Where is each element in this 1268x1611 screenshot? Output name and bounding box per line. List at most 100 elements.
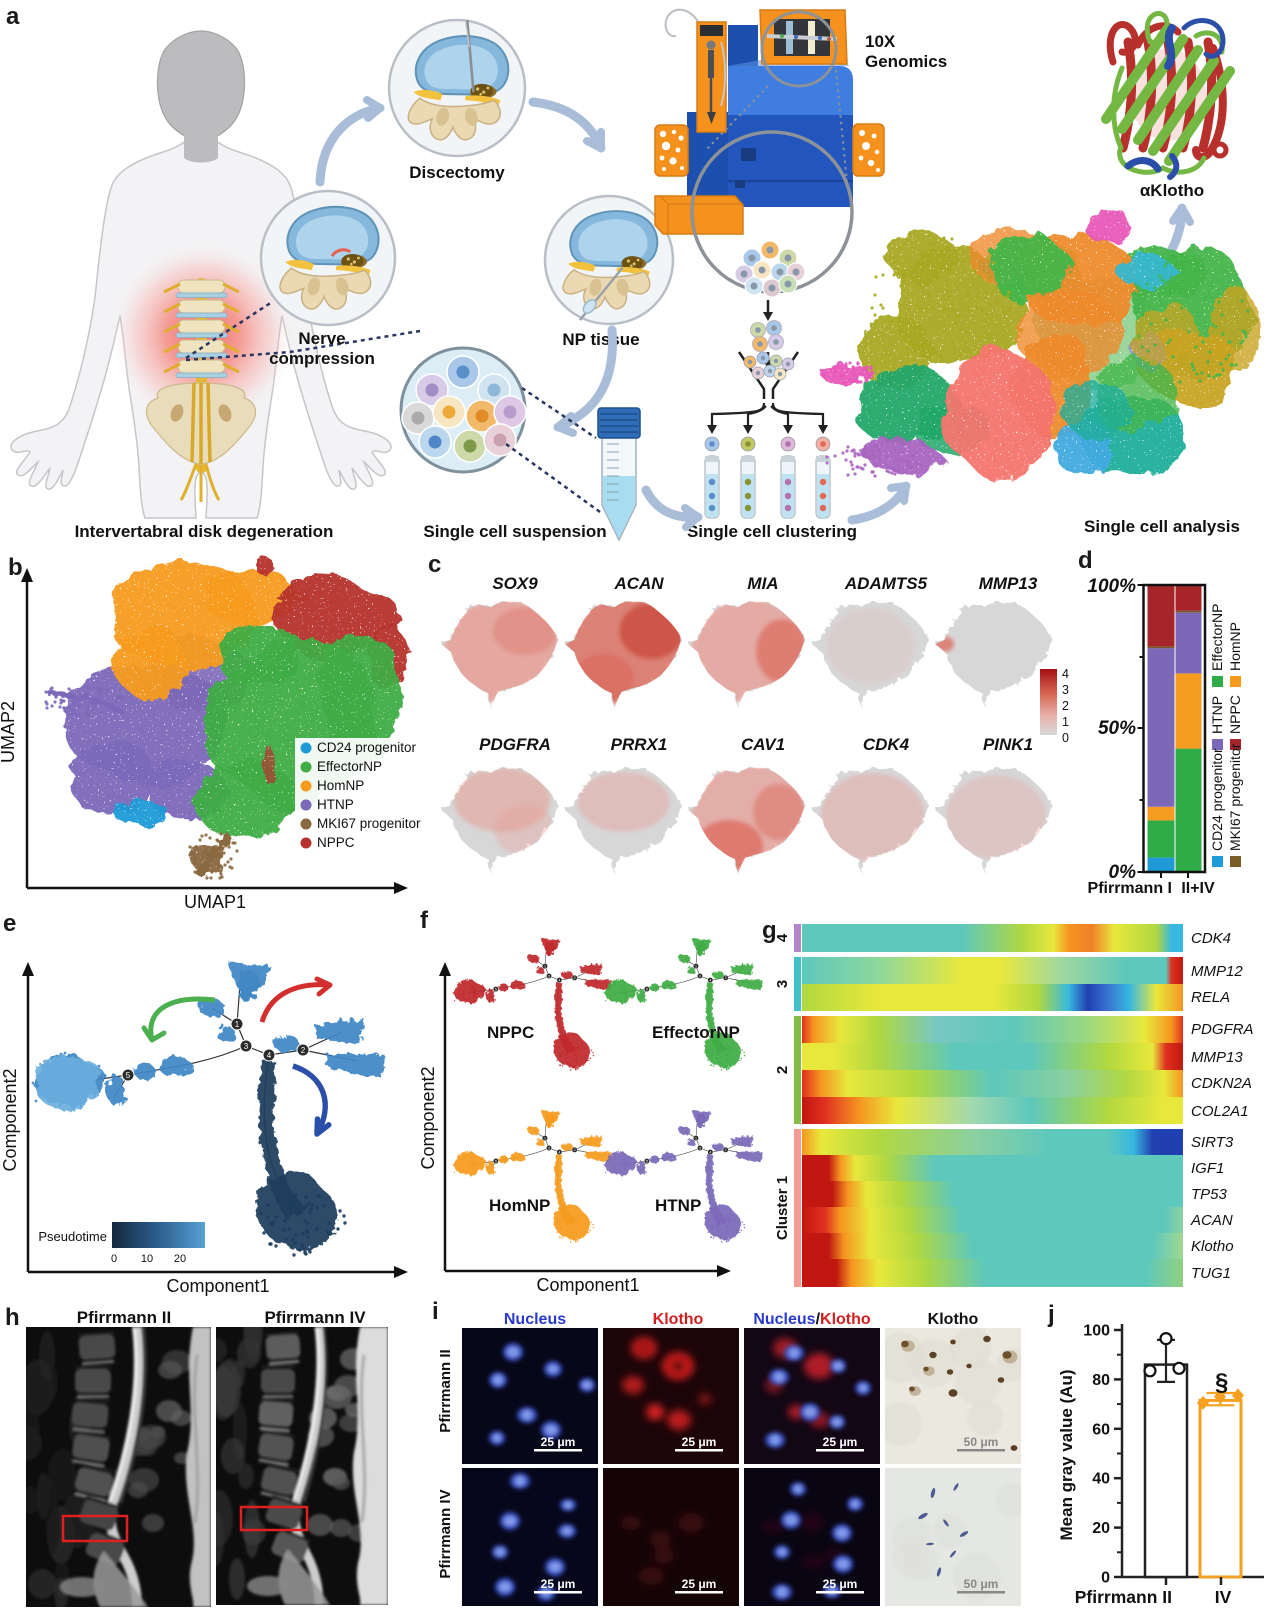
svg-text:II+IV: II+IV bbox=[1181, 880, 1215, 897]
svg-text:3: 3 bbox=[699, 974, 701, 978]
svg-text:Cluster 1: Cluster 1 bbox=[774, 1176, 791, 1240]
svg-text:60: 60 bbox=[1092, 1421, 1110, 1438]
svg-text:EffectorNP: EffectorNP bbox=[652, 1023, 740, 1042]
svg-text:3: 3 bbox=[1062, 683, 1069, 697]
svg-text:PINK1: PINK1 bbox=[983, 735, 1033, 754]
svg-text:c: c bbox=[428, 551, 441, 578]
svg-text:Genomics: Genomics bbox=[865, 52, 947, 71]
svg-text:5: 5 bbox=[646, 1159, 648, 1163]
svg-text:MIA: MIA bbox=[747, 574, 778, 593]
svg-text:5: 5 bbox=[495, 987, 497, 991]
svg-text:3: 3 bbox=[774, 980, 791, 988]
svg-text:CDKN2A: CDKN2A bbox=[1191, 1075, 1252, 1092]
svg-text:4: 4 bbox=[267, 1051, 272, 1060]
svg-text:3: 3 bbox=[548, 1146, 550, 1150]
svg-text:0: 0 bbox=[1101, 1570, 1110, 1587]
svg-text:ACAN: ACAN bbox=[613, 574, 664, 593]
svg-text:CDK4: CDK4 bbox=[1191, 930, 1231, 947]
svg-text:1: 1 bbox=[695, 1136, 697, 1140]
svg-text:10: 10 bbox=[141, 1253, 153, 1265]
svg-text:Single cell suspension: Single cell suspension bbox=[423, 522, 606, 541]
svg-text:3: 3 bbox=[548, 974, 550, 978]
svg-text:0: 0 bbox=[1062, 731, 1069, 745]
svg-text:HTNP: HTNP bbox=[655, 1196, 701, 1215]
svg-text:2: 2 bbox=[574, 976, 576, 980]
svg-text:Pfirrmann II: Pfirrmann II bbox=[1075, 1587, 1172, 1607]
svg-text:HomNP: HomNP bbox=[317, 778, 364, 793]
svg-text:Single cell analysis: Single cell analysis bbox=[1084, 517, 1240, 536]
svg-text:100: 100 bbox=[1083, 1323, 1110, 1340]
svg-text:g: g bbox=[762, 917, 777, 944]
svg-text:Component1: Component1 bbox=[166, 1276, 269, 1296]
svg-text:TP53: TP53 bbox=[1191, 1186, 1228, 1203]
svg-text:100%: 100% bbox=[1087, 576, 1136, 597]
svg-text:Pfirrmann IV: Pfirrmann IV bbox=[264, 1308, 366, 1327]
svg-text:50 μm: 50 μm bbox=[964, 1435, 999, 1449]
svg-text:PDGFRA: PDGFRA bbox=[1191, 1021, 1254, 1038]
svg-text:d: d bbox=[1078, 547, 1093, 574]
svg-text:Single cell clustering: Single cell clustering bbox=[687, 522, 857, 541]
svg-text:1: 1 bbox=[235, 1020, 240, 1029]
svg-text:25 μm: 25 μm bbox=[682, 1435, 717, 1449]
svg-text:CD24 progenitor: CD24 progenitor bbox=[1209, 748, 1225, 851]
svg-text:2: 2 bbox=[725, 1148, 727, 1152]
svg-text:CD24 progenitor: CD24 progenitor bbox=[317, 740, 417, 755]
svg-text:IGF1: IGF1 bbox=[1191, 1160, 1224, 1177]
svg-text:Discectomy: Discectomy bbox=[409, 163, 505, 182]
svg-text:h: h bbox=[5, 1304, 20, 1331]
svg-text:3: 3 bbox=[244, 1042, 249, 1051]
svg-text:Nerve: Nerve bbox=[298, 329, 345, 348]
svg-text:NPPC: NPPC bbox=[487, 1023, 534, 1042]
svg-text:NPPC: NPPC bbox=[317, 835, 355, 850]
svg-text:25 μm: 25 μm bbox=[823, 1577, 858, 1591]
svg-text:MMP13: MMP13 bbox=[979, 574, 1038, 593]
svg-text:Nucleus/Klotho: Nucleus/Klotho bbox=[753, 1311, 871, 1328]
svg-text:Component1: Component1 bbox=[536, 1275, 639, 1295]
svg-text:1: 1 bbox=[695, 964, 697, 968]
svg-text:SIRT3: SIRT3 bbox=[1191, 1134, 1234, 1151]
svg-text:1: 1 bbox=[544, 1136, 546, 1140]
svg-text:2: 2 bbox=[1062, 699, 1069, 713]
svg-text:i: i bbox=[432, 1298, 439, 1325]
svg-text:2: 2 bbox=[725, 976, 727, 980]
svg-text:CDK4: CDK4 bbox=[863, 735, 910, 754]
svg-text:4: 4 bbox=[1062, 667, 1069, 681]
svg-text:HTNP: HTNP bbox=[317, 797, 354, 812]
svg-text:MMP13: MMP13 bbox=[1191, 1049, 1243, 1066]
svg-text:Pfirrmann II: Pfirrmann II bbox=[437, 1349, 454, 1432]
svg-text:Pfirrmann I: Pfirrmann I bbox=[1088, 880, 1172, 897]
svg-text:PDGFRA: PDGFRA bbox=[479, 735, 551, 754]
svg-text:b: b bbox=[8, 554, 23, 581]
svg-text:ADAMTS5: ADAMTS5 bbox=[844, 574, 928, 593]
svg-text:MKI67 progenitor: MKI67 progenitor bbox=[1227, 743, 1243, 851]
svg-text:10X: 10X bbox=[865, 32, 896, 51]
svg-text:Intervertabral disk degenerati: Intervertabral disk degeneration bbox=[75, 522, 334, 541]
svg-text:j: j bbox=[1047, 1301, 1055, 1328]
svg-text:Klotho: Klotho bbox=[1191, 1238, 1234, 1255]
svg-text:Nucleus: Nucleus bbox=[504, 1311, 566, 1328]
svg-text:25 μm: 25 μm bbox=[823, 1435, 858, 1449]
svg-text:a: a bbox=[6, 3, 20, 30]
svg-text:EffectorNP: EffectorNP bbox=[1209, 604, 1225, 671]
svg-text:1: 1 bbox=[544, 964, 546, 968]
svg-text:CAV1: CAV1 bbox=[741, 735, 785, 754]
svg-text:3: 3 bbox=[699, 1146, 701, 1150]
svg-text:20: 20 bbox=[174, 1253, 186, 1265]
svg-text:0: 0 bbox=[111, 1253, 117, 1265]
svg-text:Klotho: Klotho bbox=[928, 1311, 979, 1328]
svg-text:PRRX1: PRRX1 bbox=[611, 735, 668, 754]
svg-text:80: 80 bbox=[1092, 1372, 1110, 1389]
svg-text:UMAP1: UMAP1 bbox=[184, 892, 246, 912]
svg-text:MKI67 progenitor: MKI67 progenitor bbox=[317, 816, 421, 831]
svg-text:5: 5 bbox=[646, 987, 648, 991]
svg-text:UMAP2: UMAP2 bbox=[0, 701, 18, 763]
svg-text:25 μm: 25 μm bbox=[541, 1435, 576, 1449]
svg-text:5: 5 bbox=[495, 1159, 497, 1163]
svg-text:COL2A1: COL2A1 bbox=[1191, 1103, 1249, 1120]
svg-text:NPPC: NPPC bbox=[1227, 695, 1243, 734]
svg-text:5: 5 bbox=[126, 1071, 131, 1080]
svg-text:e: e bbox=[3, 910, 16, 937]
svg-text:25 μm: 25 μm bbox=[541, 1577, 576, 1591]
svg-text:MMP12: MMP12 bbox=[1191, 963, 1243, 980]
svg-text:Component2: Component2 bbox=[0, 1068, 20, 1171]
